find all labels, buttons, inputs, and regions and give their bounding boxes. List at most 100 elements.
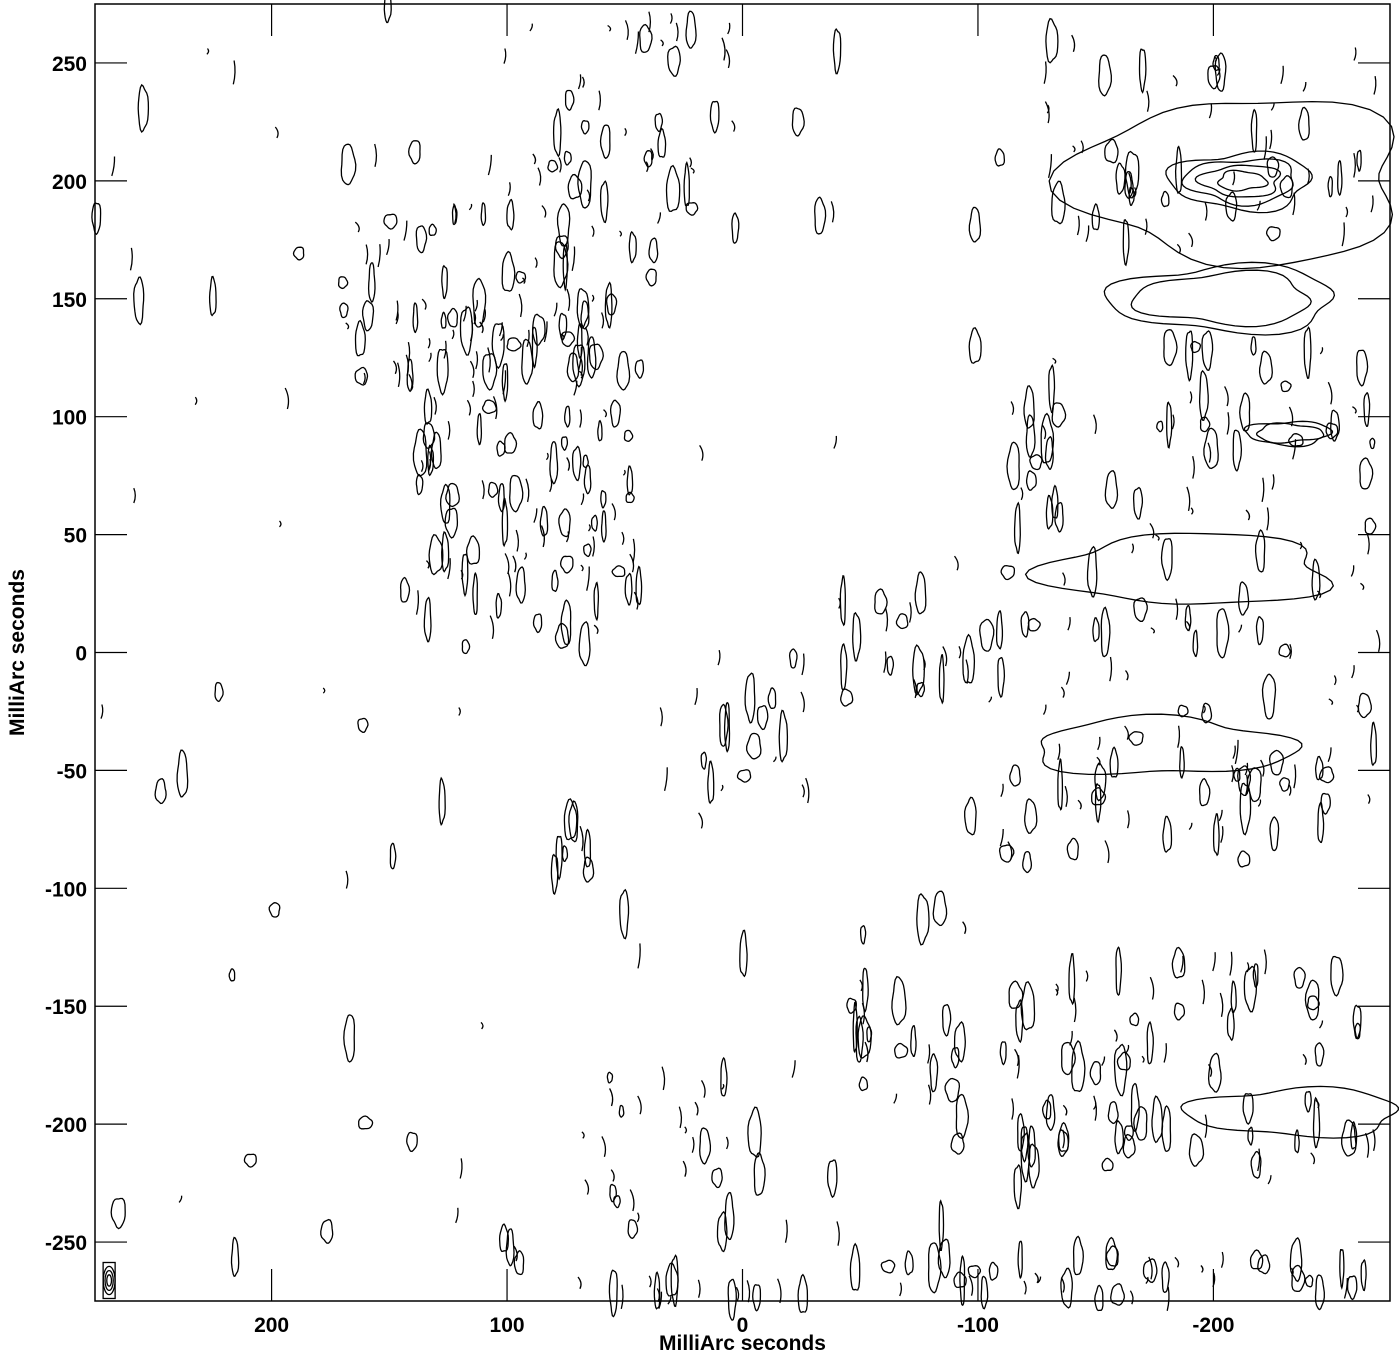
contour-arc (354, 221, 360, 233)
contour-ring (1024, 532, 1335, 605)
contour-blob (506, 337, 522, 352)
contour-blob (895, 613, 909, 630)
contour-blob (1356, 149, 1362, 173)
contour-arc (543, 321, 548, 343)
contour-blob (1086, 545, 1098, 598)
contour-blob (1094, 783, 1102, 824)
contour-arc (1093, 414, 1097, 434)
contour-arc (469, 320, 474, 342)
contour-blob (606, 1071, 614, 1084)
contour-arc (1067, 617, 1071, 631)
contour-arc (425, 560, 430, 569)
contour-blob (1239, 782, 1252, 836)
contour-arc (523, 552, 527, 560)
contour-blob (912, 644, 925, 696)
contour-blob (430, 431, 442, 470)
y-axis-label: MilliArc seconds (6, 569, 29, 736)
contour-blob (1045, 17, 1059, 64)
contour-blob (653, 1271, 661, 1310)
contour-blob (941, 1003, 952, 1037)
contour-blob (685, 10, 697, 49)
contour-arc (624, 127, 627, 137)
contour-arc (1072, 145, 1076, 153)
contour-blob (339, 302, 349, 319)
contour-arc (1319, 347, 1324, 355)
contour-arc (1372, 1129, 1376, 1151)
contour-blob (1105, 1236, 1119, 1271)
contour-arc (1293, 764, 1297, 789)
contour-blob (495, 592, 503, 620)
contour-arc (830, 201, 835, 223)
contour-arc (1257, 1148, 1261, 1172)
contour-blob (967, 1265, 982, 1279)
contour-blob (746, 732, 762, 760)
contour-blob (604, 281, 613, 329)
contour-arc (500, 334, 504, 342)
contour-arc (1131, 543, 1135, 554)
contour-blob (1201, 702, 1213, 724)
contour-arc (447, 558, 451, 580)
contour-blob (1160, 190, 1170, 208)
contour-blob (552, 107, 562, 158)
contour-arc (581, 76, 585, 88)
contour-arc (1188, 232, 1194, 248)
contour-blob (720, 1056, 728, 1097)
contour-arc (682, 1160, 687, 1177)
y-tick-label: 50 (64, 525, 87, 548)
contour-blob (1017, 1112, 1025, 1152)
contour-blob (1151, 1095, 1164, 1144)
contour-blob (1008, 980, 1024, 1009)
contour-blob (997, 656, 1006, 699)
tick-marks (95, 4, 1390, 1301)
contour-arc (525, 478, 530, 503)
contour-arc (698, 812, 704, 829)
contour-blob (719, 703, 729, 747)
contour-blob (415, 473, 424, 496)
contour-blob (446, 307, 459, 328)
contour-blob (916, 681, 926, 698)
contour-blob (1212, 54, 1220, 72)
contour-arc (1145, 1276, 1149, 1285)
contour-blob (616, 350, 631, 391)
contour-blob (176, 749, 189, 798)
contour-arc (565, 531, 570, 543)
contour-arc (624, 20, 629, 40)
contour-blob (914, 571, 927, 615)
contour-blob (133, 276, 145, 326)
contour-blob (980, 1275, 989, 1310)
contour-blob (472, 277, 487, 328)
contour-blob (1110, 1283, 1125, 1306)
contour-blob (580, 120, 590, 135)
contour-blob (609, 399, 622, 428)
contour-layer (91, 0, 1399, 1322)
contour-blob (501, 250, 516, 292)
contour-blob (1356, 349, 1369, 387)
contour-arc (395, 300, 399, 321)
contour-blob (1304, 979, 1320, 1021)
contour-blob (554, 235, 569, 260)
contour-blob (849, 1242, 861, 1291)
contour-arc (725, 1136, 729, 1150)
contour-blob (556, 203, 571, 247)
contour-arc (507, 182, 511, 196)
contour-blob (964, 796, 977, 836)
contour-arc (1220, 826, 1224, 843)
contour-arc (194, 396, 198, 406)
contour-blob (623, 429, 634, 442)
contour-arc (584, 326, 589, 346)
contour-blob (389, 842, 397, 870)
contour-arc (999, 828, 1004, 847)
contour-blob (1044, 435, 1054, 470)
contour-blob (408, 140, 421, 165)
contour-blob (1293, 966, 1306, 989)
contour-arc (1328, 698, 1334, 706)
contour-blob (1130, 1082, 1140, 1133)
contour-arc (678, 1106, 683, 1129)
contour-arc (1366, 533, 1370, 555)
contour-blob (667, 45, 681, 77)
contour-arc (415, 590, 420, 615)
contour-arc (1267, 1175, 1272, 1185)
contour-blob (916, 892, 930, 946)
contour-arc (479, 321, 484, 334)
contour-arc (777, 1278, 782, 1304)
